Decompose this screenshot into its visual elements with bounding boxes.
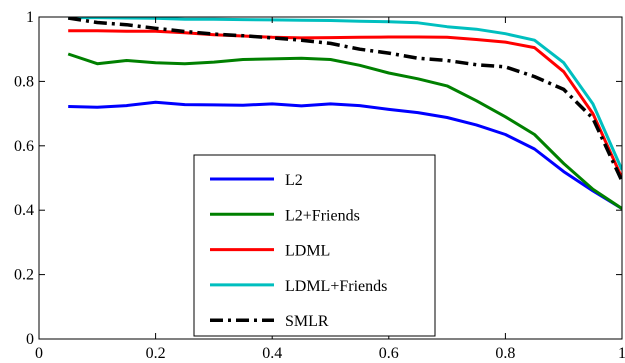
y-tick-label: 0: [26, 331, 34, 348]
legend-box: [193, 154, 436, 337]
x-tick-label: 1: [618, 345, 625, 362]
x-tick-label: 0.8: [495, 345, 515, 362]
legend-label: L2+Friends: [285, 207, 360, 224]
legend-label: SMLR: [285, 313, 329, 330]
x-tick-label: 0.4: [262, 345, 282, 362]
y-tick-label: 0.4: [14, 202, 34, 219]
legend: L2 L2+Friends LDML LDML+Friends SMLR: [193, 154, 436, 337]
y-tick-label: 1: [26, 9, 34, 26]
legend-label: LDML+Friends: [285, 278, 387, 295]
y-tick-labels: 0 0.2 0.4 0.6 0.8 1: [14, 9, 34, 348]
x-tick-labels: 0 0.2 0.4 0.6 0.8 1: [35, 345, 625, 362]
axes-frame: [38, 16, 623, 340]
x-tick-label: 0.6: [379, 345, 399, 362]
series-line-ldml: [68, 29, 622, 179]
y-tick-label: 0.6: [14, 138, 34, 155]
x-tick-label: 0.2: [146, 345, 166, 362]
y-tick-label: 0.2: [14, 267, 34, 284]
legend-label: L2: [285, 172, 303, 189]
series-layer: [67, 17, 622, 210]
x-tick-label: 0: [35, 345, 43, 362]
series-line-l2: [68, 100, 622, 210]
y-tick-label: 0.8: [14, 73, 34, 90]
series-line-ldml-friends: [68, 17, 622, 171]
legend-label: LDML: [285, 243, 330, 260]
series-line-l2-friends: [67, 52, 622, 210]
series-line-smlr: [67, 17, 622, 182]
